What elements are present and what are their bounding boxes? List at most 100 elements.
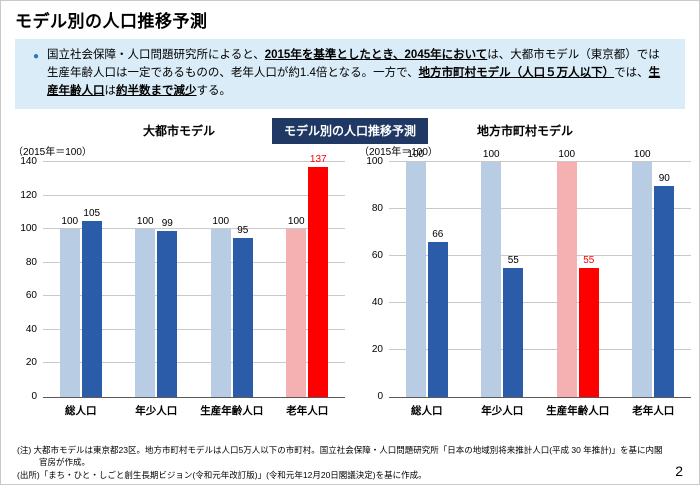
- gridline: [389, 255, 691, 256]
- info-text-segment: 約半数まで減少: [116, 84, 197, 97]
- bar-value-label: 55: [507, 254, 519, 266]
- bar-value-label: 95: [237, 224, 249, 236]
- info-text-segment: は: [104, 84, 117, 97]
- gridline: [43, 362, 345, 364]
- y-tick-label: 100: [20, 223, 37, 235]
- bar-value-label: 100: [558, 149, 576, 160]
- info-text-segment: では、: [614, 66, 649, 79]
- axis-scale-note: （2015年＝100）: [359, 147, 438, 158]
- bar-value-label: 100: [287, 216, 305, 228]
- category-label: 年少人口: [135, 405, 178, 417]
- page-number: 2: [675, 463, 683, 479]
- footnote-source-2: (出所)「まち・ひと・しごと創生長期ビジョン(令和元年改訂版)」(令和元年12月…: [17, 469, 427, 480]
- bar-series-0: 100: [556, 149, 577, 397]
- bar-series-0: 100: [135, 216, 156, 397]
- bar-series-1: 99: [157, 218, 178, 397]
- y-tick-label: 20: [371, 344, 383, 355]
- bar-value-label: 100: [407, 149, 425, 160]
- gridline: [389, 349, 691, 350]
- category-label: 生産年齢人口: [546, 405, 610, 417]
- bar-groups: 100 66 100 55 100 55 100 90: [389, 149, 691, 397]
- page-title: モデル別の人口推移予測: [15, 12, 208, 31]
- info-text-segment: 地方市町村モデル（人口５万人以下）: [418, 66, 615, 79]
- category-label: 生産年齢人口: [200, 405, 264, 417]
- info-text-segment: する。: [196, 84, 232, 97]
- gridline: [43, 161, 345, 162]
- bar-series-0: 100: [59, 216, 80, 397]
- info-text-segment: は、大都市モデル（東京都）では生産年齢人口は一定であるものの、老年人口が約1.4…: [47, 49, 660, 79]
- gridline: [389, 161, 691, 162]
- info-text-segment: 2015年を基準としたとき、2045年において: [264, 49, 488, 61]
- footnotes: (注) 大都市モデルは東京都23区。地方市町村モデルは人口5万人以下の市町村。国…: [17, 444, 669, 481]
- chart-title: 地方市町村モデル: [476, 124, 573, 138]
- bar-series-0: 100: [481, 149, 502, 397]
- y-tick-label: 80: [371, 203, 383, 214]
- bar-group: 100 90: [632, 149, 675, 397]
- y-tick-label: 60: [371, 250, 383, 261]
- bar-series-0: 100: [210, 216, 231, 397]
- y-tick-label: 60: [25, 290, 37, 302]
- bullet-icon: ●: [33, 51, 40, 62]
- bar-value-label: 100: [482, 149, 500, 160]
- gridline: [389, 302, 691, 303]
- bar-value-label: 105: [83, 207, 101, 219]
- category-labels: 総人口 年少人口 生産年齢人口 老年人口: [389, 403, 691, 418]
- gridline: [43, 194, 345, 196]
- bar-group: 100 55: [556, 149, 599, 397]
- bar-series-1: 95: [232, 225, 253, 397]
- bar-value-label: 99: [161, 217, 173, 229]
- info-box: ● 国立社会保障・人口問題研究所によると、2015年を基準としたとき、2045年…: [15, 39, 685, 109]
- bar-series-1: 137: [308, 154, 329, 397]
- bar-series-1: 55: [503, 255, 524, 397]
- category-label: 総人口: [65, 405, 97, 417]
- gridline: [43, 228, 345, 230]
- bar-series-0: 100: [405, 149, 426, 397]
- gridline: [43, 295, 345, 297]
- bar-group: 100 137: [286, 154, 329, 397]
- y-tick-label: 140: [20, 156, 37, 167]
- bar-value-label: 66: [432, 228, 444, 240]
- y-tick-label: 40: [371, 297, 383, 308]
- bar-value-label: 90: [658, 172, 670, 184]
- gridline: [43, 261, 345, 263]
- y-tick-label: 0: [31, 391, 37, 402]
- axis-scale-note: （2015年＝100）: [13, 147, 92, 158]
- bar-groups: 100 105 100 99 100 95 100 137: [43, 154, 345, 397]
- plot: 100 105 100 99 100 95 100 137: [43, 154, 345, 398]
- gridline: [389, 208, 691, 209]
- bar-group: 100 99: [135, 216, 178, 397]
- y-axis: 0 20 40 60 80 100: [359, 157, 389, 402]
- y-tick-label: 100: [366, 156, 383, 167]
- bar-value-label: 100: [61, 216, 79, 228]
- y-tick-label: 20: [25, 357, 37, 369]
- plot-area: 0 20 40 60 80 100 120 140 100 105 100 99 100 95 100 137: [13, 154, 345, 402]
- bar-group: 100 105: [59, 208, 102, 397]
- info-text: 国立社会保障・人口問題研究所によると、2015年を基準としたとき、2045年にお…: [47, 47, 671, 100]
- info-text-segment: 生産年齢人口: [47, 66, 661, 97]
- category-label: 総人口: [411, 405, 443, 417]
- chart-local-municipality-model: 地方市町村モデル （2015年＝100） 0 20 40 60 80 100 100 66 100 5…: [359, 115, 691, 418]
- chart-title: 大都市モデル: [142, 124, 215, 138]
- bar-series-0: 100: [632, 149, 653, 397]
- bar-group: 100 95: [210, 216, 253, 397]
- bar-value-label: 137: [309, 154, 327, 166]
- category-label: 年少人口: [481, 405, 524, 417]
- bar-value-label: 100: [136, 216, 154, 228]
- plot: 100 66 100 55 100 55 100 90: [389, 149, 691, 398]
- y-tick-label: 120: [20, 189, 37, 201]
- footnote-source-1: (注) 大都市モデルは東京都23区。地方市町村モデルは人口5万人以下の市町村。国…: [17, 445, 663, 468]
- y-tick-label: 80: [25, 256, 37, 268]
- bar-value-label: 55: [583, 254, 595, 266]
- category-labels: 総人口 年少人口 生産年齢人口 老年人口: [43, 403, 345, 418]
- category-label: 老年人口: [286, 405, 329, 417]
- info-text-segment: 国立社会保障・人口問題研究所によると、: [47, 49, 265, 61]
- category-label: 老年人口: [632, 405, 675, 417]
- y-axis: 0 20 40 60 80 100 120 140: [13, 157, 43, 402]
- chart-metropolitan-model: 大都市モデル （2015年＝100） 0 20 40 60 80 100 120 140 100 10…: [13, 115, 345, 418]
- bar-series-1: 105: [81, 208, 102, 397]
- y-tick-label: 0: [377, 391, 383, 402]
- bar-value-label: 100: [633, 149, 651, 160]
- bar-series-0: 100: [286, 216, 307, 397]
- bar-value-label: 100: [212, 216, 230, 228]
